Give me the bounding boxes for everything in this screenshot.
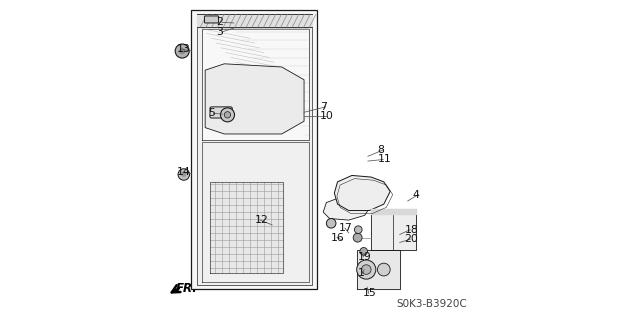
Circle shape <box>362 265 371 274</box>
Polygon shape <box>205 64 304 134</box>
Circle shape <box>181 172 186 177</box>
Circle shape <box>220 108 234 122</box>
Text: 4: 4 <box>413 189 419 200</box>
Text: 20: 20 <box>404 234 419 244</box>
Text: 8: 8 <box>378 145 384 155</box>
Text: 15: 15 <box>363 288 377 299</box>
Text: 18: 18 <box>404 225 419 235</box>
Circle shape <box>355 226 362 234</box>
Polygon shape <box>197 14 312 27</box>
Circle shape <box>356 260 376 279</box>
Text: 1: 1 <box>358 268 365 278</box>
Text: 13: 13 <box>177 44 191 55</box>
Text: 17: 17 <box>339 223 353 233</box>
Polygon shape <box>197 14 312 285</box>
FancyBboxPatch shape <box>205 16 218 23</box>
Circle shape <box>378 263 390 276</box>
Circle shape <box>326 219 336 228</box>
Text: 16: 16 <box>331 233 345 243</box>
Polygon shape <box>202 142 309 282</box>
Circle shape <box>360 248 367 255</box>
Polygon shape <box>371 209 416 214</box>
Text: 7: 7 <box>320 102 327 112</box>
Text: 3: 3 <box>216 27 223 37</box>
Polygon shape <box>323 196 371 220</box>
Text: 12: 12 <box>255 215 268 225</box>
Text: 5: 5 <box>208 108 214 118</box>
FancyBboxPatch shape <box>210 107 232 118</box>
Text: S0K3-B3920C: S0K3-B3920C <box>397 300 467 309</box>
Circle shape <box>178 169 189 180</box>
Circle shape <box>224 112 230 118</box>
Text: 11: 11 <box>378 154 391 165</box>
Text: 19: 19 <box>358 252 371 262</box>
Polygon shape <box>191 10 317 289</box>
Circle shape <box>179 48 186 54</box>
Text: 14: 14 <box>177 167 191 177</box>
Circle shape <box>175 44 189 58</box>
Polygon shape <box>334 175 390 211</box>
Polygon shape <box>371 209 416 250</box>
Polygon shape <box>356 250 400 289</box>
Text: FR.: FR. <box>176 282 198 295</box>
Text: 2: 2 <box>216 17 223 27</box>
Circle shape <box>353 233 362 242</box>
Text: 10: 10 <box>320 111 334 122</box>
Polygon shape <box>210 182 284 273</box>
Polygon shape <box>202 29 309 140</box>
